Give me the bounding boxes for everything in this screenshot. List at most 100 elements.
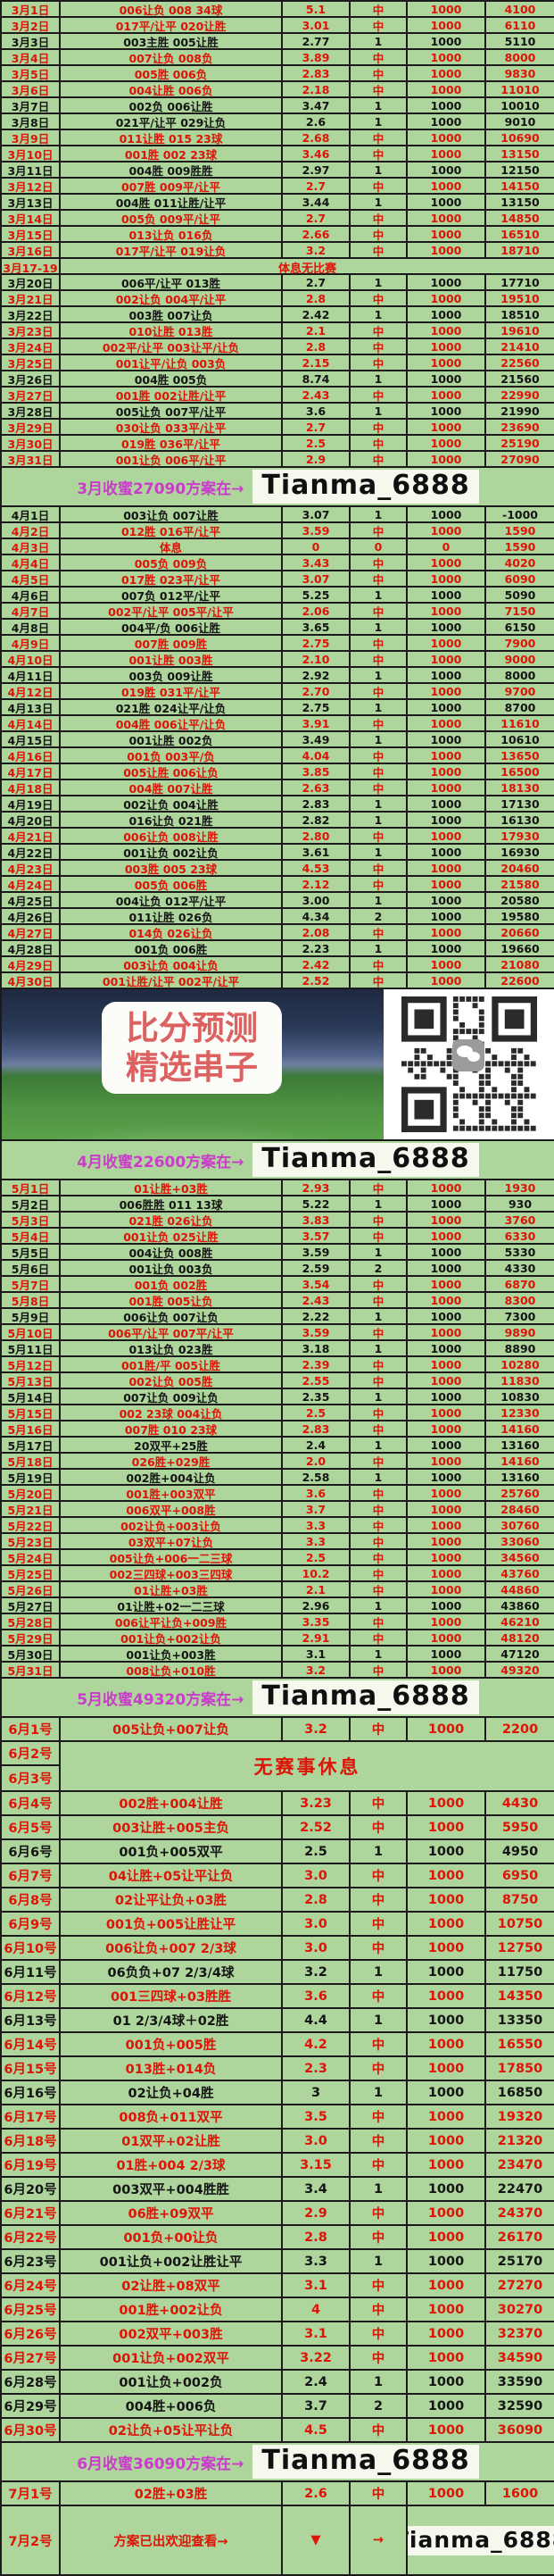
stake-cell: 1000 xyxy=(408,2,486,16)
profit-cell: 18710 xyxy=(500,243,540,257)
profit-cell: 19610 xyxy=(500,323,540,338)
date-cell: 3月26日 xyxy=(2,371,61,386)
stake-cell: 1000 xyxy=(408,716,486,730)
stake-cell: 1000 xyxy=(408,1421,486,1436)
profit-cell: 19580 xyxy=(500,909,540,923)
odds-cell: 2.96 xyxy=(283,1598,351,1613)
date-cell: 4月22日 xyxy=(2,845,61,859)
pick-cell: 体息 xyxy=(61,539,283,554)
table-row: 5月1日 01让胜+03胜 2.93 中 1000 1930 xyxy=(2,1180,554,1196)
odds-cell: 3.59 xyxy=(283,1245,351,1259)
stake-cell: 1000 xyxy=(408,82,486,96)
stake-cell: 1000 xyxy=(408,1196,486,1211)
pick-cell: 005胜 006负 xyxy=(61,66,283,80)
stake-cell: 1000 xyxy=(408,1614,486,1629)
month-summary-label: 3月收蜜27090方案在→ xyxy=(77,479,244,498)
date-cell: 3月4日 xyxy=(2,50,61,64)
month-summary-label: 4月收蜜22600方案在→ xyxy=(77,1153,244,1171)
result-cell: 1 xyxy=(351,1840,408,1863)
stake-cell: 1000 xyxy=(408,2322,486,2345)
profit-cell: 19510 xyxy=(500,291,540,305)
pick-cell: 021平/让平 029让负 xyxy=(61,114,283,129)
table-row: 3月25日 001让平/让负 003负 2.15 中 1000 22560 xyxy=(2,355,554,371)
result-cell: 中 xyxy=(351,1454,408,1468)
date-cell: 5月14日 xyxy=(2,1389,61,1404)
table-row: 6月25号 001胜+002让负 4 中 1000 30270 xyxy=(2,2298,554,2322)
pick-cell: 006让平让负+009胜 xyxy=(61,1614,283,1629)
pick-cell: 001让负 002让负 xyxy=(61,845,283,859)
stake-cell: 1000 xyxy=(408,1518,486,1532)
date-cell: 4月3日 xyxy=(2,539,61,554)
odds-cell: 2.43 xyxy=(283,1293,351,1307)
stadium-image: 比分预测 精选串子 xyxy=(2,989,385,1139)
pick-cell: 002让负 005胜 xyxy=(61,1373,283,1388)
odds-cell: 2.35 xyxy=(283,1389,351,1404)
date-cell: 6月16号 xyxy=(2,2081,61,2104)
result-cell: 中 xyxy=(351,861,408,875)
odds-cell: 3.91 xyxy=(283,716,351,730)
date-cell: 3月31日 xyxy=(2,452,61,466)
pick-cell: 003让胜+005主负 xyxy=(61,1816,283,1838)
profit-cell: 5110 xyxy=(504,34,536,48)
date-cell: 6月12号 xyxy=(2,1985,61,2007)
table-row: 5月25日 002三四球+003三四球 10.2 中 1000 43760 xyxy=(2,1566,554,1582)
table-row: 6月19号 01胜+004 2/3球 3.15 中 1000 23470 xyxy=(2,2154,554,2178)
table-row: 4月1日 003让负 007让胜 3.07 1 1000 -1000 xyxy=(2,507,554,523)
odds-cell: 2.83 xyxy=(283,1421,351,1436)
profit-cell: 8750 xyxy=(501,1892,539,1907)
profit-cell: 1590 xyxy=(504,539,536,554)
profit-cell: 49320 xyxy=(500,1663,540,1677)
result-cell: 中 xyxy=(351,555,408,570)
date-cell: 3月9日 xyxy=(2,130,61,145)
odds-cell: 2.39 xyxy=(283,1357,351,1371)
odds-cell: 3.59 xyxy=(283,1325,351,1339)
date-cell: 6月10号 xyxy=(2,1937,61,1959)
odds-cell: 2.92 xyxy=(283,668,351,682)
pick-cell: 002胜+004让负 xyxy=(61,1470,283,1484)
result-cell: 1 xyxy=(351,796,408,811)
odds-cell: 3.44 xyxy=(283,195,351,209)
table-row: 6月7号 04让胜+05让平让负 3.0 中 1000 6950 xyxy=(2,1864,554,1888)
profit-cell: 12150 xyxy=(500,163,540,177)
profit-cell: 1930 xyxy=(504,1180,536,1195)
date-cell: 6月25号 xyxy=(2,2298,61,2321)
odds-cell: 4.34 xyxy=(283,909,351,923)
stake-cell: 1000 xyxy=(408,652,486,666)
pick-cell: 002 23球 004让负 xyxy=(61,1405,283,1420)
profit-cell: 21990 xyxy=(500,404,540,418)
date-cell: 3月28日 xyxy=(2,404,61,418)
odds-cell: 2.93 xyxy=(283,1180,351,1195)
profit-cell: 14160 xyxy=(500,1421,540,1436)
stake-cell: 1000 xyxy=(408,1718,486,1740)
table-row: 5月18日 026胜+029胜 2.0 中 1000 14160 xyxy=(2,1454,554,1470)
stake-cell: 1000 xyxy=(408,1630,486,1645)
table-row: 6月24号 02让胜+08双平 3.1 中 1000 27270 xyxy=(2,2274,554,2298)
latest-plan-row: 7月2号 方案已出欢迎查看→ ▼ → Tianma_6888 xyxy=(2,2506,554,2576)
result-cell: 中 xyxy=(351,604,408,618)
pick-cell: 001负+005让胜让平 xyxy=(61,1913,283,1935)
odds-cell: 2.4 xyxy=(283,1438,351,1452)
pick-cell: 001胜 002让胜/让平 xyxy=(61,388,283,402)
odds-cell: 2.6 xyxy=(283,2482,351,2505)
table-row: 3月9日 011让胜 015 23球 2.68 中 1000 10690 xyxy=(2,130,554,146)
profit-cell: 6150 xyxy=(504,620,536,634)
odds-cell: 2.59 xyxy=(283,1261,351,1275)
stake-cell: 1000 xyxy=(408,1454,486,1468)
pick-cell: 001让负+002让负 xyxy=(61,1630,283,1645)
profit-cell: 25170 xyxy=(497,2254,543,2269)
odds-cell: 2.18 xyxy=(283,82,351,96)
result-cell: 中 xyxy=(351,2274,408,2297)
date-cell: 6月1号 xyxy=(2,1718,61,1740)
result-cell: 中 xyxy=(351,652,408,666)
result-cell: 1 xyxy=(351,114,408,129)
odds-cell: 2.6 xyxy=(283,114,351,129)
result-cell: 中 xyxy=(351,2057,408,2080)
profit-cell: 13150 xyxy=(500,195,540,209)
stake-cell: 1000 xyxy=(408,2057,486,2080)
date-cell: 5月22日 xyxy=(2,1518,61,1532)
result-cell: 中 xyxy=(351,748,408,763)
stake-cell: 1000 xyxy=(408,1566,486,1580)
odds-cell: 2.1 xyxy=(283,1582,351,1596)
result-cell: 中 xyxy=(351,1718,408,1740)
result-cell: 中 xyxy=(351,323,408,338)
